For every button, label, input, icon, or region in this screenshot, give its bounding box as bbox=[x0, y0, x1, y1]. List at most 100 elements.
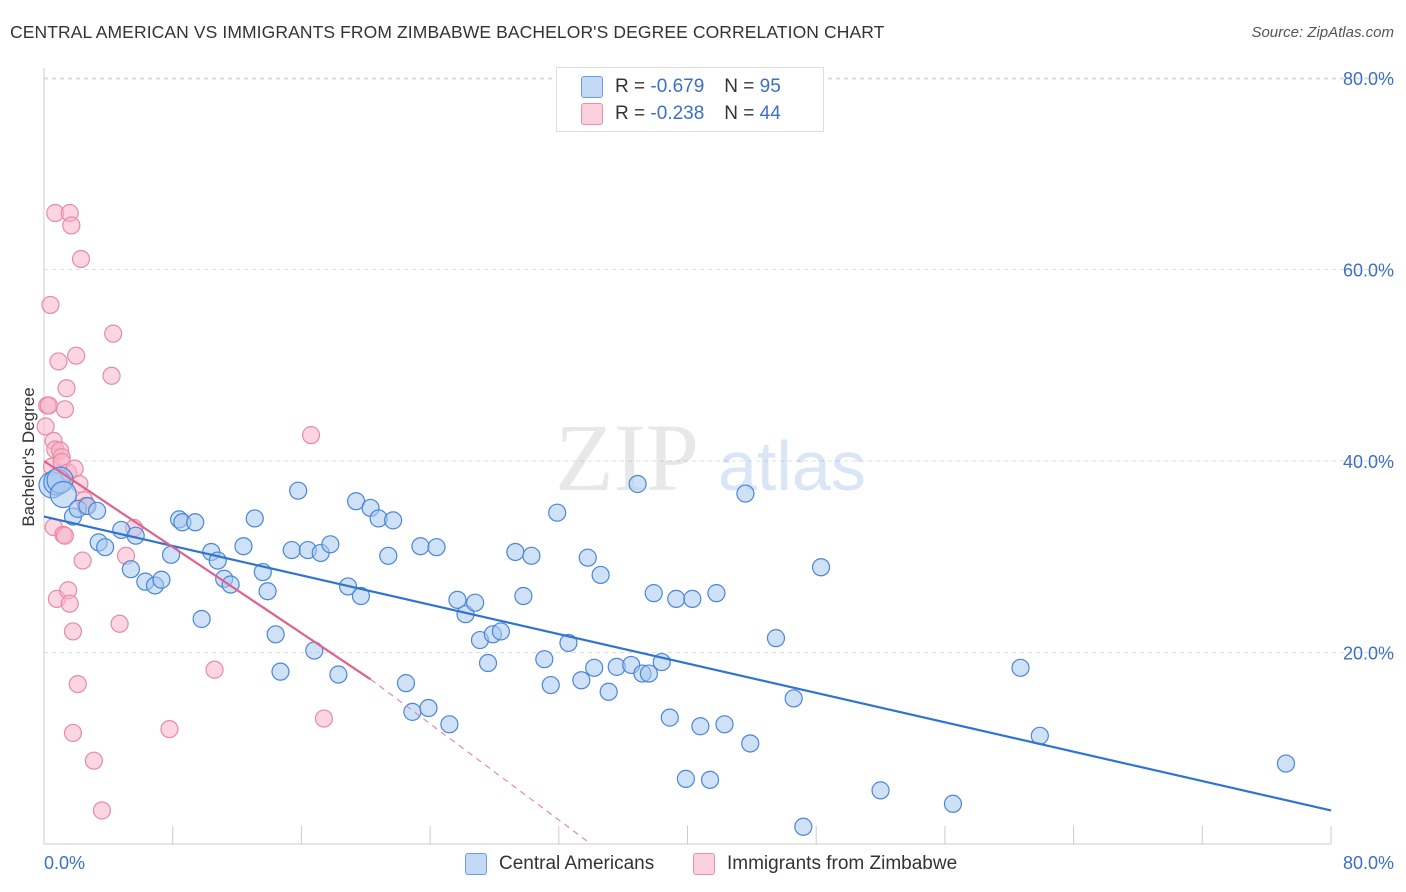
data-point bbox=[152, 570, 171, 589]
legend-row-zimbabwe: R = -0.238 N = 44 bbox=[581, 102, 781, 126]
x-tick-label-min: 0.0% bbox=[44, 853, 85, 873]
data-point bbox=[784, 689, 803, 708]
legend-swatch-pink bbox=[581, 103, 603, 125]
data-point bbox=[1011, 658, 1030, 677]
y-tick-label: 80.0% bbox=[1343, 69, 1394, 89]
data-point bbox=[379, 546, 398, 565]
data-point bbox=[660, 708, 679, 727]
legend-swatch-blue bbox=[581, 76, 603, 98]
trend-line bbox=[43, 515, 1332, 812]
source-label: Source: ZipAtlas.com bbox=[1251, 24, 1394, 41]
y-tick-label: 60.0% bbox=[1343, 261, 1394, 281]
data-point bbox=[49, 480, 77, 509]
data-point bbox=[329, 665, 348, 684]
data-point bbox=[736, 484, 755, 503]
data-point bbox=[68, 674, 87, 694]
legend-label: Central Americans bbox=[499, 853, 655, 874]
data-point bbox=[49, 352, 68, 371]
data-point bbox=[245, 509, 264, 528]
data-point bbox=[63, 723, 83, 743]
data-point bbox=[110, 614, 129, 633]
grid-lines bbox=[44, 77, 1391, 653]
data-point bbox=[491, 622, 510, 641]
data-point bbox=[289, 481, 308, 500]
data-point bbox=[84, 751, 103, 770]
data-point bbox=[448, 590, 467, 609]
data-point bbox=[57, 379, 76, 398]
legend-n-label: N = bbox=[724, 103, 755, 124]
data-point bbox=[301, 426, 321, 445]
data-point bbox=[639, 664, 658, 683]
data-point bbox=[715, 715, 734, 734]
legend-n-label: N = bbox=[724, 76, 755, 97]
data-point bbox=[234, 537, 253, 556]
data-point bbox=[205, 660, 224, 679]
legend-n-value: 44 bbox=[759, 103, 781, 124]
data-point bbox=[63, 622, 83, 641]
data-point bbox=[943, 794, 963, 813]
data-point bbox=[396, 674, 416, 693]
data-point bbox=[71, 249, 91, 269]
data-point bbox=[102, 366, 121, 385]
data-point bbox=[266, 625, 285, 644]
data-point bbox=[67, 346, 86, 365]
data-point bbox=[1276, 754, 1296, 773]
data-point bbox=[60, 594, 79, 613]
data-point bbox=[62, 216, 81, 235]
legend-label: Immigrants from Zimbabwe bbox=[727, 853, 958, 874]
chart-title: CENTRAL AMERICAN VS IMMIGRANTS FROM ZIMB… bbox=[10, 22, 885, 42]
axes bbox=[43, 68, 1332, 845]
data-point bbox=[522, 546, 541, 565]
data-point bbox=[92, 801, 112, 820]
data-point bbox=[591, 565, 610, 585]
legend-swatch-pink bbox=[693, 853, 715, 875]
data-point bbox=[506, 542, 525, 562]
correlation-legend: R = -0.679 N = 95 R = -0.238 N = 44 bbox=[556, 67, 824, 132]
data-point bbox=[321, 535, 340, 554]
data-point bbox=[96, 538, 115, 557]
legend-item-immigrants-from-zimbabwe[interactable]: Immigrants from Zimbabwe bbox=[693, 853, 957, 875]
data-point bbox=[36, 417, 55, 436]
data-point bbox=[73, 551, 92, 570]
legend-item-central-americans[interactable]: Central Americans bbox=[465, 853, 654, 875]
legend-row-central-americans: R = -0.679 N = 95 bbox=[581, 75, 781, 99]
data-point bbox=[440, 715, 459, 734]
data-point bbox=[794, 817, 813, 836]
trend-line-extension bbox=[370, 678, 592, 845]
x-tick-label-max: 80.0% bbox=[1343, 853, 1394, 873]
data-point bbox=[41, 295, 60, 315]
trend-line bbox=[43, 460, 372, 681]
series-legend: Central Americans Immigrants from Zimbab… bbox=[0, 851, 1406, 877]
data-point bbox=[419, 698, 438, 718]
data-point bbox=[871, 781, 890, 800]
data-point bbox=[691, 717, 710, 736]
data-point bbox=[478, 653, 498, 673]
data-point bbox=[282, 540, 301, 560]
legend-r-label: R = bbox=[615, 76, 646, 97]
y-tick-label: 20.0% bbox=[1343, 644, 1394, 664]
data-point bbox=[599, 682, 618, 701]
y-tick-label: 40.0% bbox=[1343, 452, 1394, 472]
legend-r-label: R = bbox=[615, 103, 646, 124]
data-point bbox=[628, 474, 647, 494]
data-point bbox=[683, 589, 702, 608]
trend-lines bbox=[43, 460, 1332, 845]
legend-swatch-blue bbox=[465, 853, 487, 875]
data-point bbox=[707, 584, 726, 603]
data-point bbox=[548, 503, 567, 522]
data-point bbox=[192, 609, 211, 629]
y-tick-labels: 20.0% 40.0% 60.0% 80.0% bbox=[1343, 69, 1394, 664]
data-point bbox=[578, 548, 597, 567]
data-point bbox=[55, 526, 75, 545]
legend-r-value: -0.679 bbox=[650, 76, 705, 97]
data-point bbox=[121, 560, 140, 579]
data-point bbox=[700, 770, 720, 789]
legend-n-value: 95 bbox=[759, 76, 781, 97]
data-point bbox=[411, 537, 430, 556]
data-point bbox=[741, 734, 760, 753]
data-point bbox=[271, 662, 290, 681]
data-point bbox=[811, 558, 831, 577]
data-point bbox=[55, 400, 75, 419]
data-point bbox=[466, 593, 485, 612]
